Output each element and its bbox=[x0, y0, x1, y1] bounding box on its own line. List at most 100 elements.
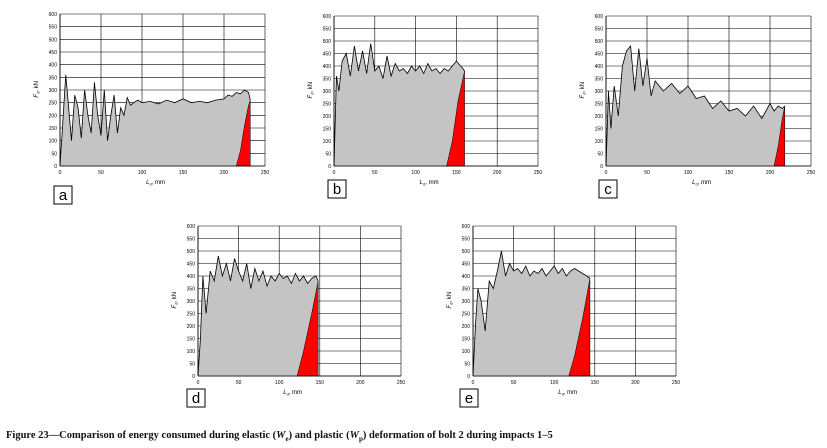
y-tick-label: 50 bbox=[597, 152, 603, 158]
y-tick-label: 450 bbox=[462, 262, 471, 268]
y-tick-label: 400 bbox=[49, 63, 58, 69]
x-tick-label: 150 bbox=[179, 170, 188, 176]
y-tick-label: 350 bbox=[187, 287, 196, 293]
y-tick-label: 500 bbox=[462, 249, 471, 255]
y-tick-label: 550 bbox=[595, 27, 604, 33]
y-tick-label: 400 bbox=[323, 64, 332, 70]
x-axis-label: Ld, mm bbox=[146, 180, 165, 187]
x-tick-label: 150 bbox=[725, 170, 734, 176]
x-tick-label: 250 bbox=[534, 170, 543, 176]
y-tick-label: 200 bbox=[595, 114, 604, 120]
y-tick-label: 350 bbox=[323, 77, 332, 83]
panel-label: b bbox=[333, 181, 341, 198]
y-tick-label: 250 bbox=[595, 102, 604, 108]
y-tick-label: 450 bbox=[49, 50, 58, 56]
y-tick-label: 550 bbox=[323, 27, 332, 33]
y-tick-label: 300 bbox=[49, 88, 58, 94]
x-tick-label: 150 bbox=[316, 380, 325, 386]
x-tick-label: 0 bbox=[197, 380, 200, 386]
y-tick-label: 100 bbox=[49, 139, 58, 145]
total-energy-area bbox=[334, 43, 465, 166]
y-tick-label: 100 bbox=[462, 349, 471, 355]
force-curve bbox=[472, 250, 591, 377]
x-tick-label: 200 bbox=[631, 380, 640, 386]
y-tick-label: 250 bbox=[462, 312, 471, 318]
y-tick-label: 200 bbox=[187, 324, 196, 330]
y-tick-label: 300 bbox=[462, 299, 471, 305]
total-energy-area bbox=[198, 256, 319, 376]
total-energy-area bbox=[606, 46, 785, 166]
y-tick-label: 0 bbox=[328, 164, 331, 170]
y-tick-label: 600 bbox=[49, 12, 58, 18]
chart-panel-d: 0 50 100 150 200 250 300 350 400 450 500 550 600 0 50 1… bbox=[172, 224, 405, 408]
force-curve bbox=[59, 74, 251, 167]
x-tick-label: 50 bbox=[236, 380, 242, 386]
y-tick-label: 200 bbox=[49, 113, 58, 119]
x-axis-label: Ld, mm bbox=[420, 180, 439, 187]
x-tick-label: 150 bbox=[591, 380, 600, 386]
y-tick-label: 500 bbox=[595, 39, 604, 45]
panel-label: d bbox=[192, 390, 200, 407]
y-tick-label: 300 bbox=[323, 89, 332, 95]
panel-label-box bbox=[598, 179, 618, 199]
y-tick-label: 50 bbox=[51, 151, 57, 157]
y-tick-label: 0 bbox=[54, 164, 57, 170]
force-curve bbox=[605, 44, 786, 167]
y-tick-label: 300 bbox=[187, 299, 196, 305]
panel-label: e bbox=[465, 390, 473, 407]
chart-panel-b: 0 50 100 150 200 250 300 350 400 450 500 550 600 0 50 1… bbox=[308, 14, 543, 199]
y-tick-label: 450 bbox=[323, 52, 332, 58]
x-tick-label: 100 bbox=[684, 170, 693, 176]
panel-label-box bbox=[186, 388, 206, 408]
x-tick-label: 100 bbox=[275, 380, 284, 386]
panel-label-box bbox=[459, 388, 479, 408]
y-tick-label: 350 bbox=[49, 75, 58, 81]
y-tick-label: 150 bbox=[49, 126, 58, 132]
y-tick-label: 300 bbox=[595, 89, 604, 95]
force-curve bbox=[333, 43, 465, 167]
y-tick-label: 500 bbox=[49, 37, 58, 43]
x-tick-label: 100 bbox=[411, 170, 420, 176]
y-axis-label: Fd, kN bbox=[172, 292, 179, 309]
y-tick-label: 350 bbox=[462, 287, 471, 293]
y-tick-label: 600 bbox=[323, 14, 332, 20]
y-tick-label: 0 bbox=[600, 164, 603, 170]
y-tick-label: 150 bbox=[323, 127, 332, 133]
x-tick-label: 50 bbox=[372, 170, 378, 176]
y-tick-label: 550 bbox=[187, 237, 196, 243]
y-axis-label: Fd, kN bbox=[34, 81, 41, 98]
chart-panel-a: 0 50 100 150 200 250 300 350 400 450 500 550 600 0 50 1… bbox=[34, 12, 269, 205]
x-tick-label: 50 bbox=[644, 170, 650, 176]
x-tick-label: 50 bbox=[98, 170, 104, 176]
y-tick-label: 50 bbox=[325, 152, 331, 158]
x-tick-label: 150 bbox=[452, 170, 461, 176]
total-energy-area bbox=[473, 251, 590, 376]
x-tick-label: 0 bbox=[333, 170, 336, 176]
x-tick-label: 100 bbox=[138, 170, 147, 176]
y-tick-label: 350 bbox=[595, 77, 604, 83]
y-tick-label: 400 bbox=[187, 274, 196, 280]
y-tick-label: 550 bbox=[462, 237, 471, 243]
y-tick-label: 200 bbox=[462, 324, 471, 330]
y-tick-label: 150 bbox=[462, 337, 471, 343]
y-axis-label: Fd, kN bbox=[308, 82, 315, 99]
y-tick-label: 0 bbox=[192, 374, 195, 380]
x-tick-label: 0 bbox=[59, 170, 62, 176]
x-tick-label: 0 bbox=[472, 380, 475, 386]
x-tick-label: 200 bbox=[766, 170, 775, 176]
x-axis-label: Ld, mm bbox=[283, 390, 302, 397]
x-tick-label: 200 bbox=[356, 380, 365, 386]
chart-panel-c: 0 50 100 150 200 250 300 350 400 450 500 550 600 0 50 1… bbox=[580, 14, 816, 199]
y-tick-label: 0 bbox=[467, 374, 470, 380]
x-tick-label: 50 bbox=[511, 380, 517, 386]
x-tick-label: 0 bbox=[605, 170, 608, 176]
x-tick-label: 250 bbox=[807, 170, 816, 176]
y-tick-label: 450 bbox=[187, 262, 196, 268]
y-tick-label: 200 bbox=[323, 114, 332, 120]
panel-label: c bbox=[604, 181, 612, 198]
panel-label-box bbox=[53, 185, 73, 205]
y-tick-label: 600 bbox=[187, 224, 196, 230]
x-axis-label: Ld, mm bbox=[692, 180, 711, 187]
y-axis-label: Fd, kN bbox=[447, 292, 454, 309]
